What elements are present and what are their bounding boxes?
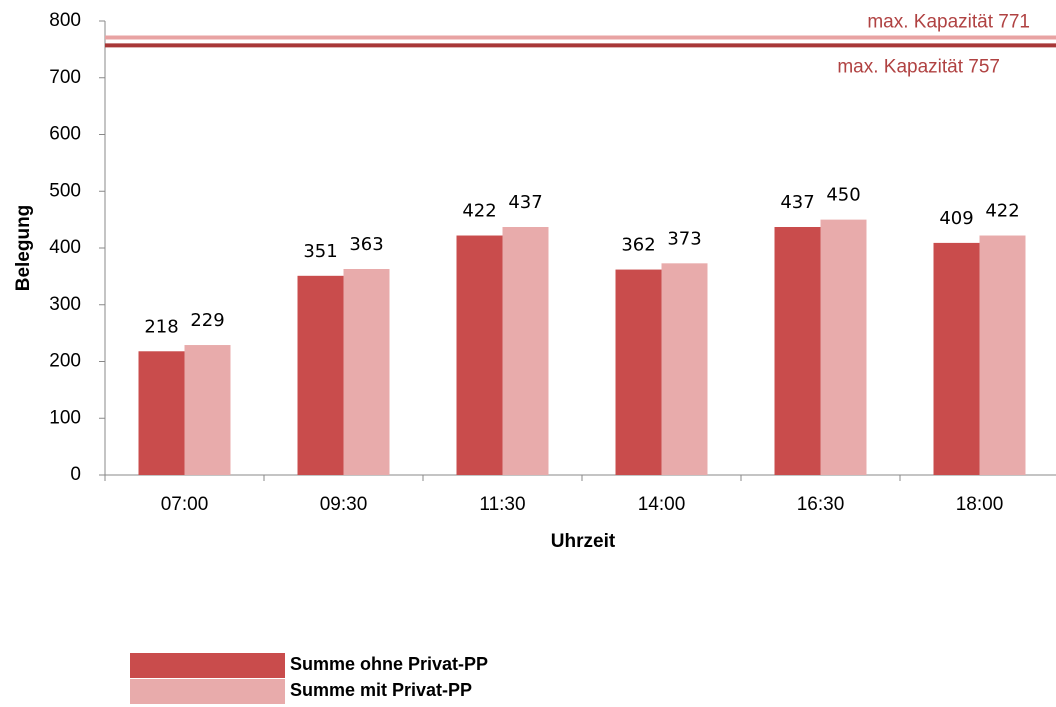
value-label: 437	[780, 192, 814, 213]
x-tick-label: 09:30	[320, 494, 368, 515]
bar	[502, 227, 549, 475]
bar	[297, 275, 344, 475]
value-label: 363	[349, 234, 383, 255]
value-label: 422	[985, 201, 1019, 222]
y-tick-label: 0	[70, 464, 81, 485]
value-label: 362	[621, 235, 655, 256]
y-tick-label: 600	[49, 124, 81, 145]
x-tick-label: 16:30	[797, 494, 845, 515]
x-tick-label: 07:00	[161, 494, 209, 515]
reference-label: max. Kapazität 757	[837, 56, 1000, 77]
legend-label: Summe ohne Privat-PP	[290, 654, 488, 674]
bar	[138, 351, 185, 475]
x-tick-label: 14:00	[638, 494, 686, 515]
bar	[820, 219, 867, 475]
value-label: 409	[939, 208, 973, 229]
y-tick-label: 100	[49, 407, 81, 428]
bar	[343, 268, 390, 475]
bar	[979, 235, 1026, 475]
value-label: 373	[667, 228, 701, 249]
y-tick-label: 200	[49, 351, 81, 372]
y-tick-label: 800	[49, 10, 81, 31]
reference-label: max. Kapazität 771	[867, 11, 1030, 32]
bar	[615, 269, 662, 475]
bar	[661, 263, 708, 475]
y-tick-label: 400	[49, 237, 81, 258]
value-label: 229	[190, 310, 224, 331]
value-label: 437	[508, 192, 542, 213]
y-tick-label: 300	[49, 294, 81, 315]
legend-swatch	[130, 653, 285, 678]
x-tick-label: 11:30	[479, 494, 525, 515]
x-tick-label: 18:00	[956, 494, 1004, 515]
y-axis-label: Belegung	[13, 205, 34, 292]
bar	[774, 227, 821, 475]
y-tick-label: 500	[49, 180, 81, 201]
bar	[456, 235, 503, 475]
x-axis-label: Uhrzeit	[551, 531, 616, 552]
value-label: 218	[144, 316, 178, 337]
bar	[184, 345, 231, 475]
value-label: 422	[462, 201, 496, 222]
value-label: 351	[303, 241, 337, 262]
value-label: 450	[826, 185, 860, 206]
legend-swatch	[130, 679, 285, 704]
y-tick-label: 700	[49, 67, 81, 88]
legend-label: Summe mit Privat-PP	[290, 680, 472, 700]
bar	[933, 242, 980, 475]
